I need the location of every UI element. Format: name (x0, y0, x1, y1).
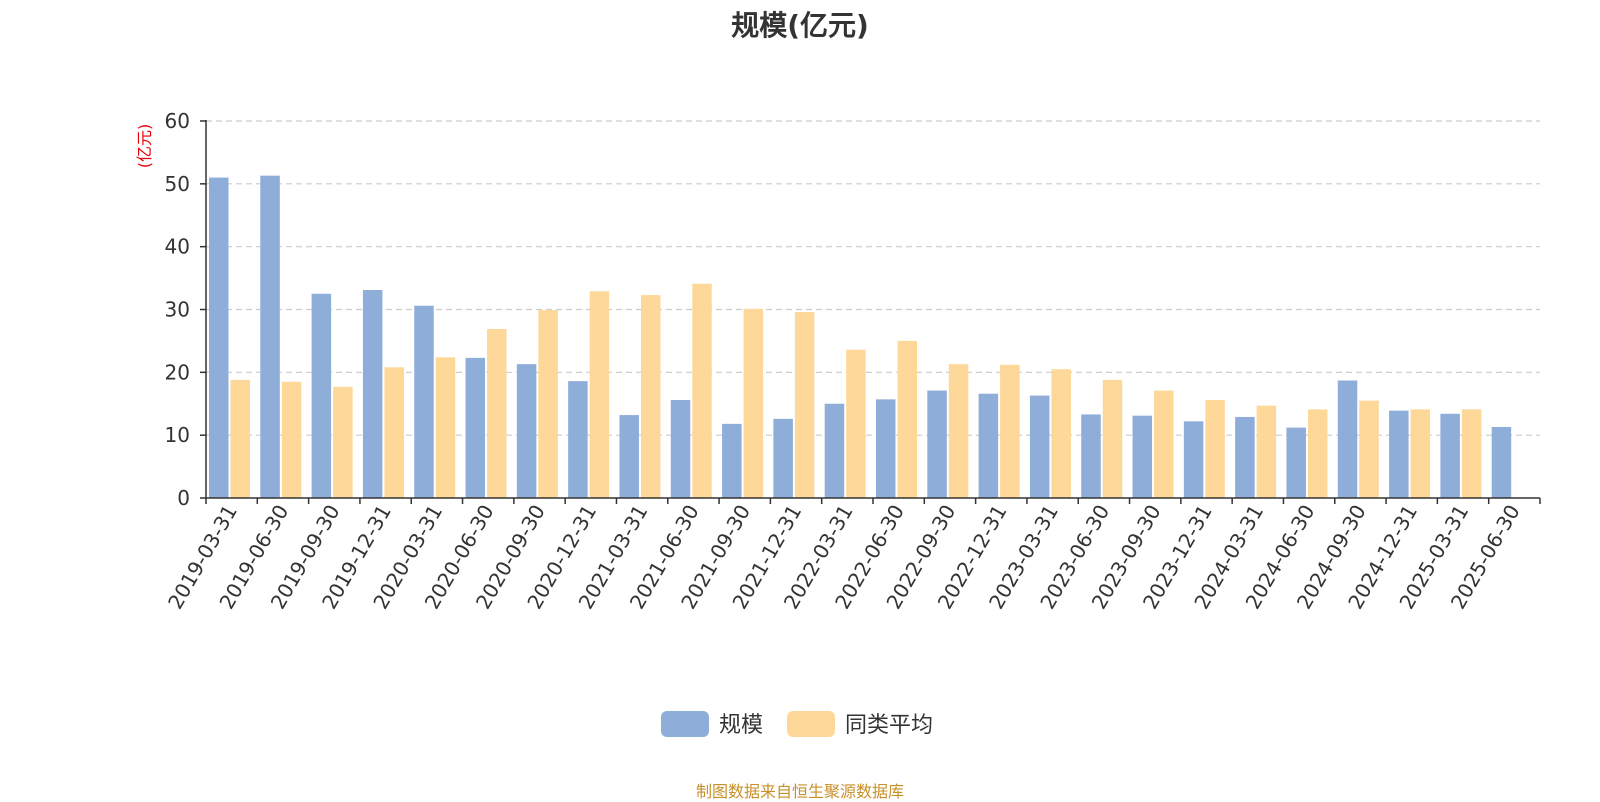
bar-peer-average (538, 310, 558, 498)
bar-scale (465, 357, 486, 498)
bar-peer-average (794, 312, 815, 498)
bar-scale (568, 381, 588, 498)
legend-label: 同类平均 (845, 713, 933, 738)
bar-scale (722, 423, 742, 498)
bar-peer-average (1256, 405, 1277, 498)
bar-peer-average (384, 367, 404, 498)
y-tick-label: 0 (177, 486, 190, 510)
bar-peer-average (589, 291, 610, 498)
bar-scale (773, 418, 793, 498)
bar-scale (1029, 395, 1050, 498)
bar-scale (1440, 413, 1460, 498)
bar-peer-average (230, 379, 250, 498)
legend-item-scale[interactable]: 规模 (661, 711, 763, 738)
legend-item-peer-average[interactable]: 同类平均 (787, 711, 933, 738)
bar-peer-average (1205, 399, 1225, 498)
bar-peer-average (846, 349, 866, 498)
bar-peer-average (692, 283, 712, 498)
bar-scale (670, 399, 691, 498)
y-tick-label: 10 (165, 423, 190, 447)
legend: 规模 同类平均 (661, 711, 933, 738)
bar-peer-average (333, 386, 353, 498)
bar-scale (1132, 415, 1153, 498)
bar-peer-average (743, 308, 764, 498)
bar-scale (260, 175, 280, 499)
bar-peer-average (948, 364, 969, 498)
bar-scale (1286, 427, 1306, 498)
source-note: 制图数据来自恒生聚源数据库 (695, 782, 904, 801)
bar-scale (1389, 410, 1409, 498)
bars (209, 175, 1512, 499)
bar-scale (1183, 421, 1204, 498)
bar-scale (311, 293, 332, 498)
bar-peer-average (1051, 369, 1071, 498)
bar-peer-average (1307, 409, 1328, 498)
bar-peer-average (1410, 409, 1431, 498)
bar-scale (1337, 380, 1358, 498)
legend-swatch (787, 711, 835, 737)
bar-scale (619, 415, 639, 498)
bar-peer-average (281, 381, 302, 498)
legend-label: 规模 (719, 713, 763, 738)
bar-scale (516, 364, 537, 498)
bar-scale (824, 403, 845, 498)
bar-peer-average (897, 340, 917, 498)
bar-scale (362, 290, 383, 498)
legend-swatch (661, 711, 709, 737)
y-tick-label: 40 (165, 235, 190, 259)
y-tick-label: 30 (165, 298, 190, 322)
bar-peer-average (487, 328, 507, 498)
bar-peer-average (1102, 379, 1123, 498)
bar-scale (1491, 426, 1512, 498)
bar-peer-average (1461, 409, 1482, 498)
bar-scale (978, 393, 999, 498)
y-axis-title: (亿元) (135, 124, 154, 169)
bar-peer-average (640, 295, 661, 498)
bar-scale (876, 399, 896, 498)
bar-scale (1235, 416, 1255, 498)
y-tick-label: 20 (165, 360, 190, 384)
bar-peer-average (1359, 400, 1379, 498)
bar-scale (414, 305, 434, 498)
y-tick-label: 60 (165, 109, 190, 133)
bar-peer-average (1000, 364, 1020, 498)
bar-peer-average (435, 357, 456, 498)
bar-peer-average (1154, 390, 1174, 498)
bar-scale (1081, 414, 1101, 498)
y-tick-label: 50 (165, 172, 190, 196)
x-ticks: 2019-03-312019-06-302019-09-302019-12-31… (163, 498, 1541, 613)
chart-title: 规模(亿元) (731, 9, 869, 42)
y-ticks: 0 10 20 30 40 50 60 (165, 109, 206, 510)
bar-scale (927, 390, 947, 498)
bar-scale (209, 177, 229, 499)
